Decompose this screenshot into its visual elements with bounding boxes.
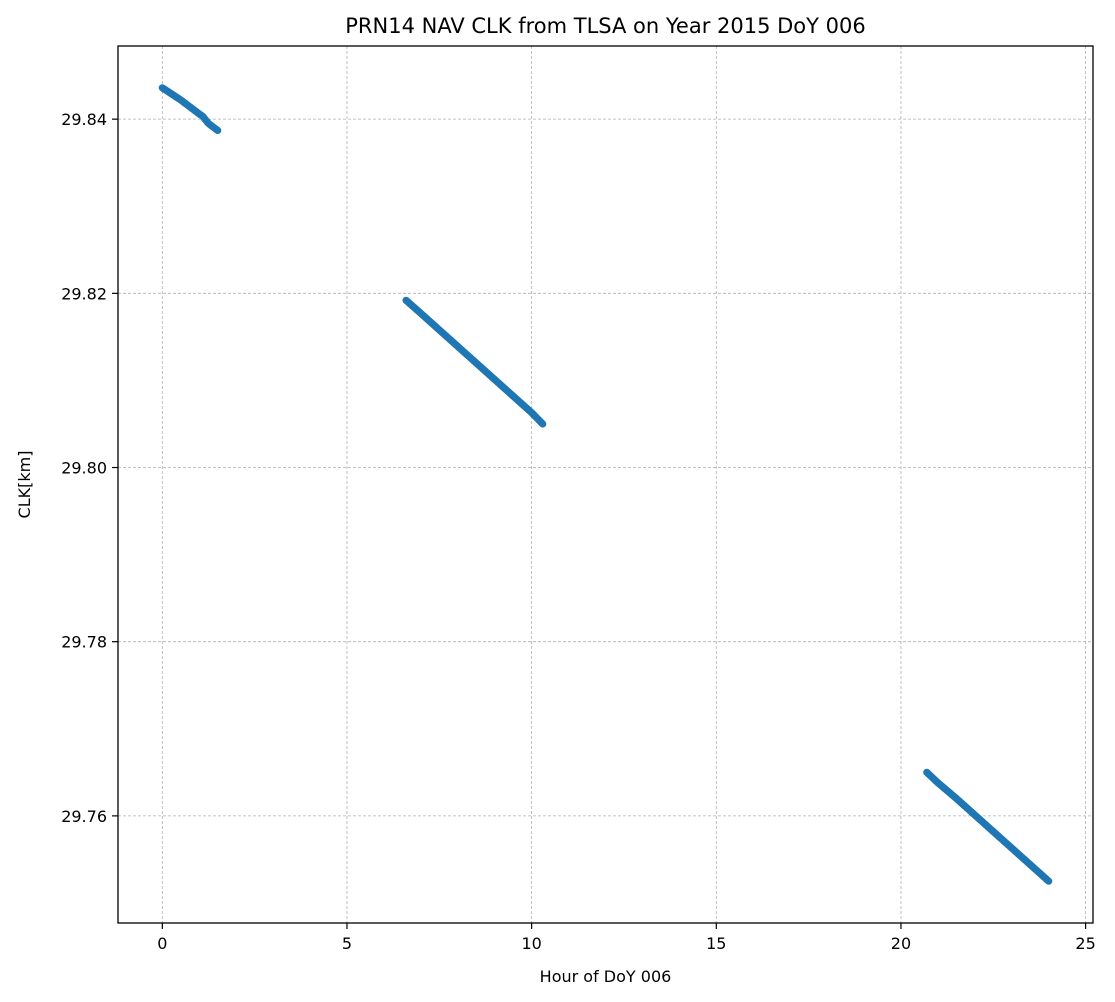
chart-title: PRN14 NAV CLK from TLSA on Year 2015 DoY… (345, 14, 865, 38)
x-tick-label: 20 (891, 934, 911, 953)
x-axis-label: Hour of DoY 006 (540, 967, 672, 986)
y-tick-label: 29.76 (61, 807, 107, 826)
y-tick-label: 29.82 (61, 284, 107, 303)
y-axis-label: CLK[km] (15, 451, 34, 519)
x-tick-label: 0 (157, 934, 167, 953)
data-point (539, 420, 547, 428)
y-axis-ticks: 29.76 29.78 29.80 29.82 29.84 (61, 110, 118, 826)
data-point (1045, 877, 1053, 885)
x-tick-label: 25 (1075, 934, 1095, 953)
x-tick-label: 10 (521, 934, 541, 953)
x-tick-label: 15 (706, 934, 726, 953)
x-axis-ticks: 0 5 10 15 20 25 (157, 923, 1096, 953)
data-point (214, 126, 222, 135)
y-tick-label: 29.84 (61, 110, 107, 129)
plot-frame (117, 45, 1094, 924)
x-tick-label: 5 (342, 934, 352, 953)
data-points (158, 84, 1053, 885)
grid-lines (118, 46, 1093, 923)
y-tick-label: 29.78 (61, 633, 107, 652)
y-tick-label: 29.80 (61, 459, 107, 478)
